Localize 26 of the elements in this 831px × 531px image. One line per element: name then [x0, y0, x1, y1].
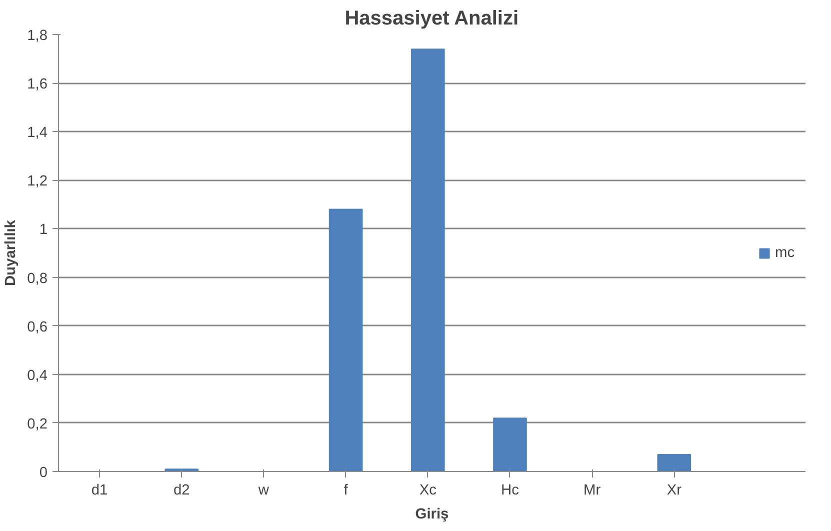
x-tick-label: d2 — [173, 482, 190, 498]
x-tick-label: Xr — [666, 482, 682, 498]
x-tick-label: Xc — [419, 482, 436, 498]
y-tick-label: 0 — [39, 465, 48, 481]
y-tick-label: 1,6 — [27, 76, 48, 93]
y-tick-label: 1 — [39, 222, 48, 238]
bar — [657, 454, 692, 472]
x-tick-label: Mr — [584, 482, 601, 498]
x-tick-label: f — [344, 482, 349, 498]
chart-title: Hassasiyet Analizi — [344, 8, 519, 30]
legend-label: mc — [775, 244, 795, 260]
y-tick-label: 1,2 — [27, 174, 48, 190]
x-axis-title: Giriş — [415, 506, 449, 522]
y-tick-label: 1,4 — [27, 125, 48, 142]
y-tick-label: 0,4 — [27, 368, 48, 384]
x-tick-label: w — [257, 482, 270, 498]
bar — [410, 48, 445, 472]
x-tick-label: Hc — [501, 482, 519, 498]
y-axis-title: Duyarlılık — [3, 219, 20, 286]
y-tick-label: 0,6 — [27, 319, 48, 336]
y-tick-label: 0,8 — [27, 270, 48, 287]
bar — [328, 208, 363, 472]
x-tick-label: d1 — [91, 482, 108, 498]
y-tick-label: 0,2 — [27, 416, 48, 432]
bar — [493, 418, 527, 472]
y-tick-label: 1,8 — [27, 28, 48, 44]
